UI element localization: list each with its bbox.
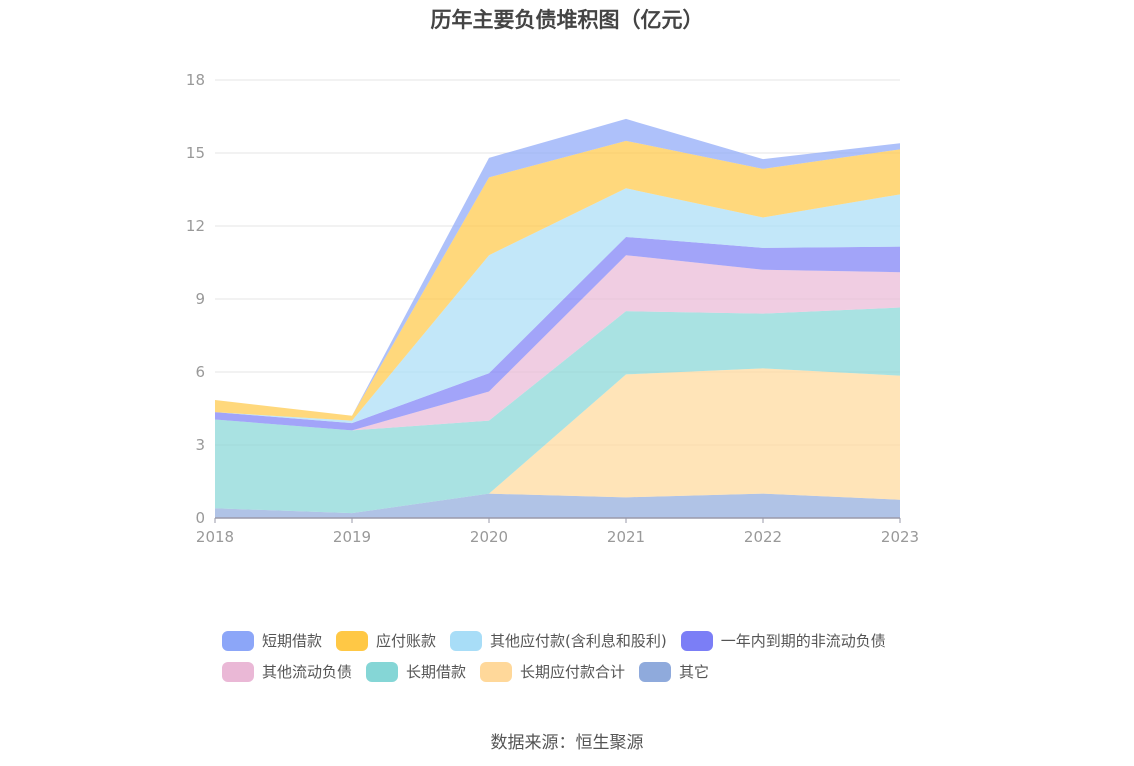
area-其它 [215,493,900,518]
legend-item[interactable]: 长期借款 [366,661,466,682]
x-tick-label: 2018 [196,528,234,546]
legend-item[interactable]: 应付账款 [336,630,436,651]
x-tick-label: 2021 [607,528,645,546]
y-tick-label: 18 [186,71,205,89]
legend: 短期借款 应付账款 其他应付款(含利息和股利) 一年内到期的非流动负债 其他流动负债 长… [222,630,942,692]
legend-swatch [639,661,672,682]
legend-swatch [336,630,369,651]
legend-label: 应付账款 [376,632,437,650]
x-tick-label: 2022 [744,528,782,546]
legend-item[interactable]: 短期借款 [222,630,322,651]
y-tick-label: 0 [195,509,205,527]
legend-item[interactable]: 长期应付款合计 [480,661,625,682]
y-tick-label: 12 [186,217,205,235]
area-series [215,118,900,518]
stacked-area-chart: 0 3 6 9 12 15 18 2018 2019 2020 2021 2022 2023 [186,71,919,546]
legend-item[interactable]: 其他应付款(含利息和股利) [450,630,667,651]
legend-label: 其它 [679,663,710,681]
area-其他应付款(含利息和股利) [215,188,900,424]
legend-label: 长期应付款合计 [520,663,626,681]
legend-swatch [222,661,254,682]
area-长期借款 [215,307,900,514]
y-tick-label: 15 [186,144,205,162]
x-tick-label: 2020 [470,528,508,546]
chart-title: 历年主要负债堆积图（亿元） [430,8,704,32]
area-其他流动负债 [215,255,900,431]
legend-item[interactable]: 其他流动负债 [222,661,352,682]
legend-swatch [680,630,713,651]
legend-swatch [222,630,254,651]
y-tick-label: 9 [195,290,205,308]
y-tick-label: 6 [195,363,205,381]
y-tick-label: 3 [195,436,205,454]
legend-label: 短期借款 [262,632,323,650]
legend-row: 其他流动负债 长期借款 长期应付款合计 其它 [222,661,942,682]
legend-item[interactable]: 其它 [639,661,709,682]
legend-item[interactable]: 一年内到期的非流动负债 [680,630,886,651]
legend-label: 其他应付款(含利息和股利) [490,632,667,650]
area-长期应付款合计 [215,368,900,514]
x-tick-label: 2023 [881,528,919,546]
legend-label: 一年内到期的非流动负债 [720,632,886,650]
data-source: 数据来源：恒生聚源 [490,733,644,753]
legend-label: 长期借款 [406,663,467,681]
area-一年内到期的非流动负债 [215,236,900,431]
legend-swatch [450,630,483,651]
legend-label: 其他流动负债 [262,663,353,681]
legend-swatch [480,661,513,682]
area-应付账款 [215,140,900,421]
x-tick-label: 2019 [333,528,371,546]
legend-swatch [366,661,399,682]
legend-row: 短期借款 应付账款 其他应付款(含利息和股利) 一年内到期的非流动负债 [222,630,942,651]
axes: 0 3 6 9 12 15 18 2018 2019 2020 2021 2022 2023 [186,71,919,546]
